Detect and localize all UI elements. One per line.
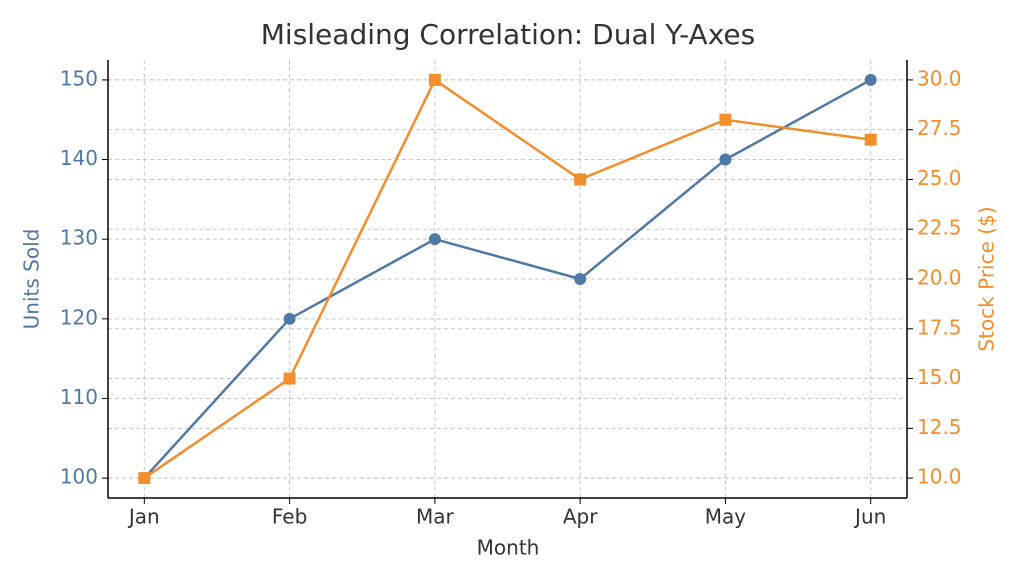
y2-tick-label: 22.5 bbox=[917, 216, 962, 240]
x-tick-label: Jan bbox=[127, 505, 160, 529]
y2-tick-label: 10.0 bbox=[917, 465, 962, 489]
series-line bbox=[143, 78, 871, 480]
y2-tick-label: 30.0 bbox=[917, 66, 962, 90]
data-point bbox=[864, 133, 877, 146]
data-point bbox=[283, 312, 296, 325]
chart-title: Misleading Correlation: Dual Y-Axes bbox=[261, 18, 755, 51]
y2-tick-label: 27.5 bbox=[917, 116, 962, 140]
series-line bbox=[143, 78, 872, 479]
x-tick-label: Jun bbox=[853, 505, 886, 529]
data-point bbox=[283, 372, 296, 385]
y2-tick-label: 25.0 bbox=[917, 166, 962, 190]
y2-tick-label: 17.5 bbox=[917, 315, 962, 339]
y-tick-label: 130 bbox=[60, 226, 98, 250]
x-axis-label: Month bbox=[477, 536, 540, 560]
x-tick-label: May bbox=[705, 505, 747, 529]
y-tick-label: 100 bbox=[60, 465, 98, 489]
data-point bbox=[138, 472, 151, 485]
data-point bbox=[574, 273, 587, 285]
y2-tick-label: 20.0 bbox=[917, 266, 962, 290]
data-point bbox=[719, 113, 732, 126]
y2-tick-label: 15.0 bbox=[917, 365, 962, 389]
y-tick-label: 120 bbox=[60, 305, 98, 329]
data-point bbox=[719, 153, 732, 166]
data-point bbox=[574, 173, 587, 186]
x-tick-label: Feb bbox=[272, 505, 307, 529]
y-tick-label: 110 bbox=[60, 385, 98, 409]
data-point bbox=[428, 233, 441, 246]
y-tick-label: 150 bbox=[60, 66, 98, 90]
y2-tick-label: 12.5 bbox=[917, 415, 962, 439]
y2-axis-label: Stock Price ($) bbox=[975, 206, 999, 351]
data-point bbox=[428, 73, 441, 86]
x-tick-label: Apr bbox=[563, 505, 598, 529]
data-point bbox=[864, 73, 877, 86]
x-tick-label: Mar bbox=[416, 505, 455, 529]
y-axis-label: Units Sold bbox=[20, 229, 44, 330]
y-tick-label: 140 bbox=[60, 146, 98, 170]
